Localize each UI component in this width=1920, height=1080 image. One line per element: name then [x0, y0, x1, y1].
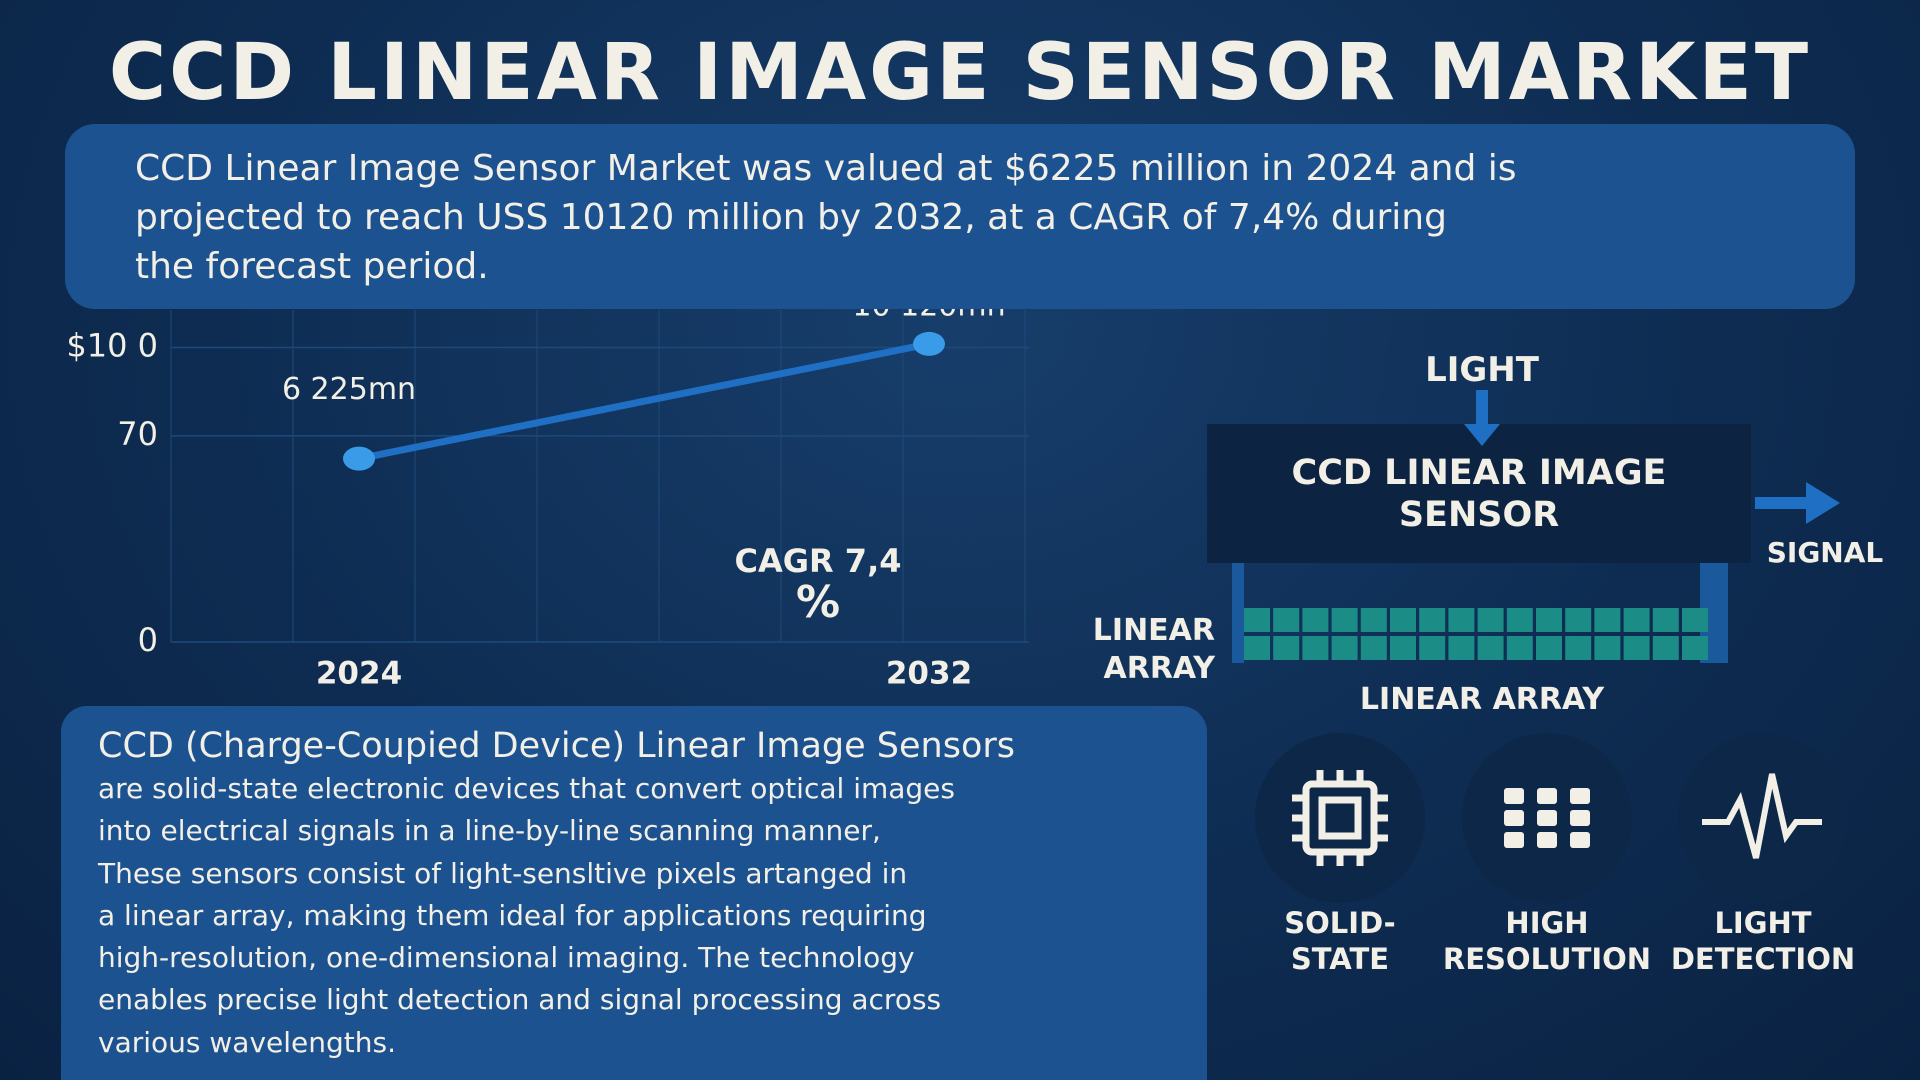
- feature-label: LIGHT DETECTION: [1663, 905, 1863, 977]
- array-cell: [1652, 636, 1679, 660]
- array-cell: [1419, 608, 1446, 632]
- array-cell: [1682, 608, 1708, 632]
- array-cell: [1273, 636, 1300, 660]
- feature-label: HIGH RESOLUTION: [1442, 905, 1652, 977]
- array-cell: [1506, 636, 1533, 660]
- feature-label-line: LIGHT: [1714, 906, 1812, 940]
- feature-label: SOLID- STATE: [1260, 905, 1420, 977]
- chip-icon: [1292, 770, 1388, 866]
- title: CCD LINEAR IMAGE SENSOR MARKET: [108, 28, 1812, 118]
- description-line: high-resolution, one-dimensional imaging…: [98, 941, 915, 975]
- point: [913, 331, 945, 356]
- array-cell: [1477, 636, 1504, 660]
- array-cell: [1360, 608, 1387, 632]
- line: [358, 340, 930, 463]
- point: [343, 446, 375, 471]
- array-cell: [1506, 608, 1533, 632]
- summary-line: the forecast period.: [135, 246, 489, 287]
- feature-label-line: HIGH: [1505, 906, 1589, 940]
- light-arrow-head: [1464, 424, 1500, 446]
- feature-label-line: SOLID-: [1284, 906, 1396, 940]
- array-cell: [1302, 608, 1329, 632]
- description-line: various wavelengths.: [98, 1025, 396, 1059]
- array-cell: [1536, 608, 1562, 632]
- description-line: a linear array, making them ideal for ap…: [98, 898, 927, 932]
- description-box: CCD (Charge-Coupied Device) Linear Image…: [61, 706, 1207, 1080]
- side-label-line: LINEAR: [1092, 613, 1215, 648]
- icon-circle: [1255, 733, 1425, 903]
- sensor-label: CCD LINEAR IMAGE SENSOR: [1291, 453, 1667, 535]
- grid-icon: [1504, 788, 1590, 848]
- array-cell: [1477, 608, 1504, 632]
- summary-line: CCD Linear Image Sensor Market was value…: [135, 148, 1517, 189]
- array-cell: [1652, 608, 1679, 632]
- summary-box: CCD Linear Image Sensor Market was value…: [65, 124, 1855, 309]
- feature-label-line: STATE: [1290, 942, 1390, 976]
- description-line: into electrical signals in a line-by-lin…: [98, 814, 881, 848]
- x-tick-label: 2032: [886, 656, 972, 692]
- array-cell: [1623, 636, 1650, 660]
- description-line: These sensors consist of light-sensltive…: [98, 856, 908, 890]
- linear-array: [1244, 608, 1708, 660]
- array-label: LINEAR ARRAY: [1359, 682, 1605, 717]
- array-cell: [1682, 636, 1708, 660]
- x-tick-label: 2024: [316, 656, 402, 692]
- side-label: LINEAR ARRAY: [1060, 612, 1215, 688]
- y-tick-label: 70: [117, 415, 158, 453]
- array-cell: [1244, 636, 1270, 660]
- array-cell: [1390, 636, 1416, 660]
- annotation: CAGR 7,4: [735, 542, 902, 580]
- y-tick-label: 0: [138, 621, 158, 659]
- description-heading: CCD (Charge-Coupied Device) Linear Image…: [98, 726, 1016, 766]
- array-cell: [1565, 608, 1592, 632]
- sensor-box: [1207, 424, 1751, 563]
- array-cell: [1594, 608, 1621, 632]
- array-cell: [1565, 636, 1592, 660]
- array-cell: [1331, 636, 1358, 660]
- array-cell: [1390, 608, 1416, 632]
- array-cell: [1448, 636, 1475, 660]
- annotation: %: [796, 577, 840, 628]
- signal-arrow-head: [1806, 482, 1840, 524]
- array-cell: [1302, 636, 1329, 660]
- description-line: are solid-state electronic devices that …: [98, 772, 955, 805]
- array-cell: [1536, 636, 1562, 660]
- array-frame: [1232, 563, 1244, 663]
- description-body: are solid-state electronic devices that …: [98, 768, 1207, 1064]
- summary-line: projected to reach USS 10120 million by …: [135, 197, 1447, 238]
- array-cell: [1623, 608, 1650, 632]
- feature-label-line: RESOLUTION: [1442, 942, 1652, 976]
- description-line: enables precise light detection and sign…: [98, 983, 942, 1017]
- array-cell: [1331, 608, 1358, 632]
- chart: 070$10 06 225mn10 120mn20242032CAGR 7,4%: [66, 288, 1029, 692]
- signal-label: SIGNAL: [1766, 536, 1884, 569]
- y-tick-label: $10 0: [66, 326, 158, 364]
- value-label: 6 225mn: [282, 372, 416, 407]
- array-cell: [1419, 636, 1446, 660]
- array-cell: [1594, 636, 1621, 660]
- array-cell: [1360, 636, 1387, 660]
- side-label-line: ARRAY: [1103, 651, 1216, 686]
- array-cell: [1448, 608, 1475, 632]
- feature-label-line: DETECTION: [1670, 942, 1856, 976]
- light-label: LIGHT: [1425, 350, 1539, 390]
- array-cell: [1273, 608, 1300, 632]
- array-cell: [1244, 608, 1270, 632]
- pulse-icon: [1702, 773, 1822, 859]
